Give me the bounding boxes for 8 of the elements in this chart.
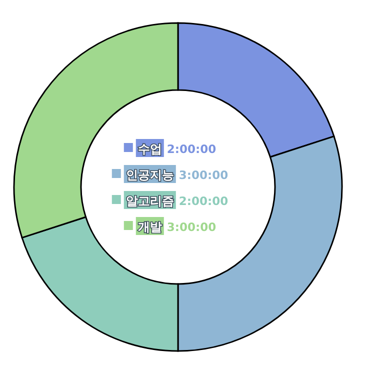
data-label: 2:00:00 (166, 142, 216, 156)
data-label: 3:00:00 (166, 220, 216, 234)
data-label: 3:00:00 (178, 168, 228, 182)
legend-label: 수업 (138, 142, 162, 156)
legend-label: 알고리즘 (126, 194, 174, 208)
data-label: 2:00:00 (178, 194, 228, 208)
legend-label: 인공지능 (126, 168, 174, 182)
legend-label: 개발 (138, 220, 162, 234)
